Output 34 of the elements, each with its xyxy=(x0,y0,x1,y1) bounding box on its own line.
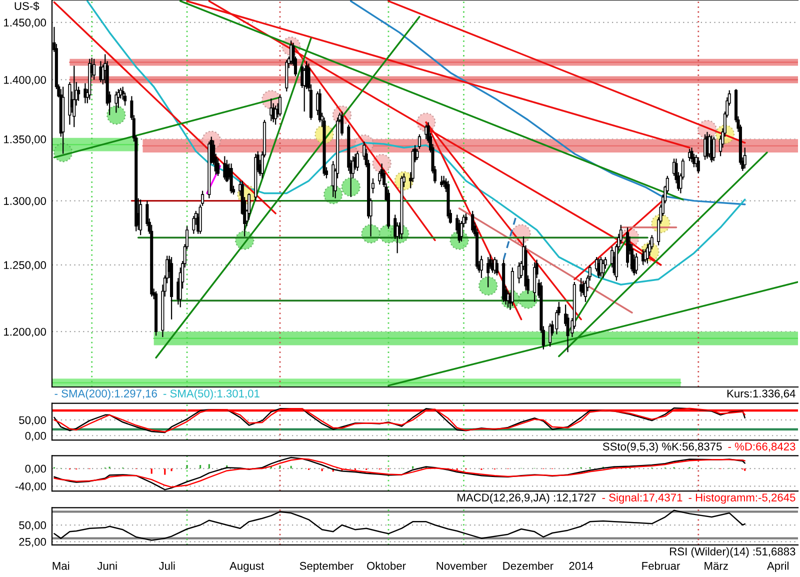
text: RSI (Wilder)(14) :51,6883 xyxy=(670,547,796,558)
text: Kurs:1.336,64 xyxy=(727,390,796,399)
series-label: MACD(12,26,9,JA) :12,1727 xyxy=(458,493,596,504)
x-tick-label: November xyxy=(436,562,487,570)
y-tick-label: 50,00 xyxy=(19,521,46,530)
text: - SMA(200):1.297,16 xyxy=(54,389,157,400)
text: - Signal:17,4371 xyxy=(602,493,682,504)
x-tick-label: Februar xyxy=(642,562,680,570)
y-axis-title: US-$ xyxy=(14,2,40,11)
x-tick-label: Dezember xyxy=(503,562,554,570)
y-tick-label: 25,00 xyxy=(19,538,46,548)
text: SSto(9,5,3) %K:56,8375 xyxy=(602,442,722,453)
text: - %D:66,8423 xyxy=(728,442,796,452)
x-tick-label: August xyxy=(230,562,264,572)
y-tick-label: 50,00 xyxy=(19,416,46,426)
x-tick-label: März xyxy=(704,562,728,570)
y-tick-label: 1.300,00 xyxy=(4,197,46,206)
y-tick-label: -40,00 xyxy=(15,482,46,492)
text: - SMA(50):1.301,01 xyxy=(163,389,260,400)
x-tick-label: Mai xyxy=(52,562,70,570)
text: - Histogramm:-5,2645 xyxy=(688,493,796,504)
x-tick-label: April xyxy=(766,562,788,572)
y-tick-label: 1.200,00 xyxy=(4,328,46,338)
x-tick-label: Juli xyxy=(158,562,175,570)
x-tick-label: 2014 xyxy=(569,562,594,570)
y-tick-label: 0,00 xyxy=(25,464,46,474)
y-tick-label: 0,00 xyxy=(25,432,46,442)
y-tick-label: 1.450,00 xyxy=(4,18,46,28)
x-tick-label: Oktober xyxy=(367,562,406,570)
x-tick-label: Juni xyxy=(97,562,117,570)
y-tick-label: 1.400,00 xyxy=(4,76,46,86)
x-tick-label: September xyxy=(300,562,354,572)
y-tick-label: 1.250,00 xyxy=(4,261,46,270)
y-tick-label: 1.350,00 xyxy=(4,135,46,145)
